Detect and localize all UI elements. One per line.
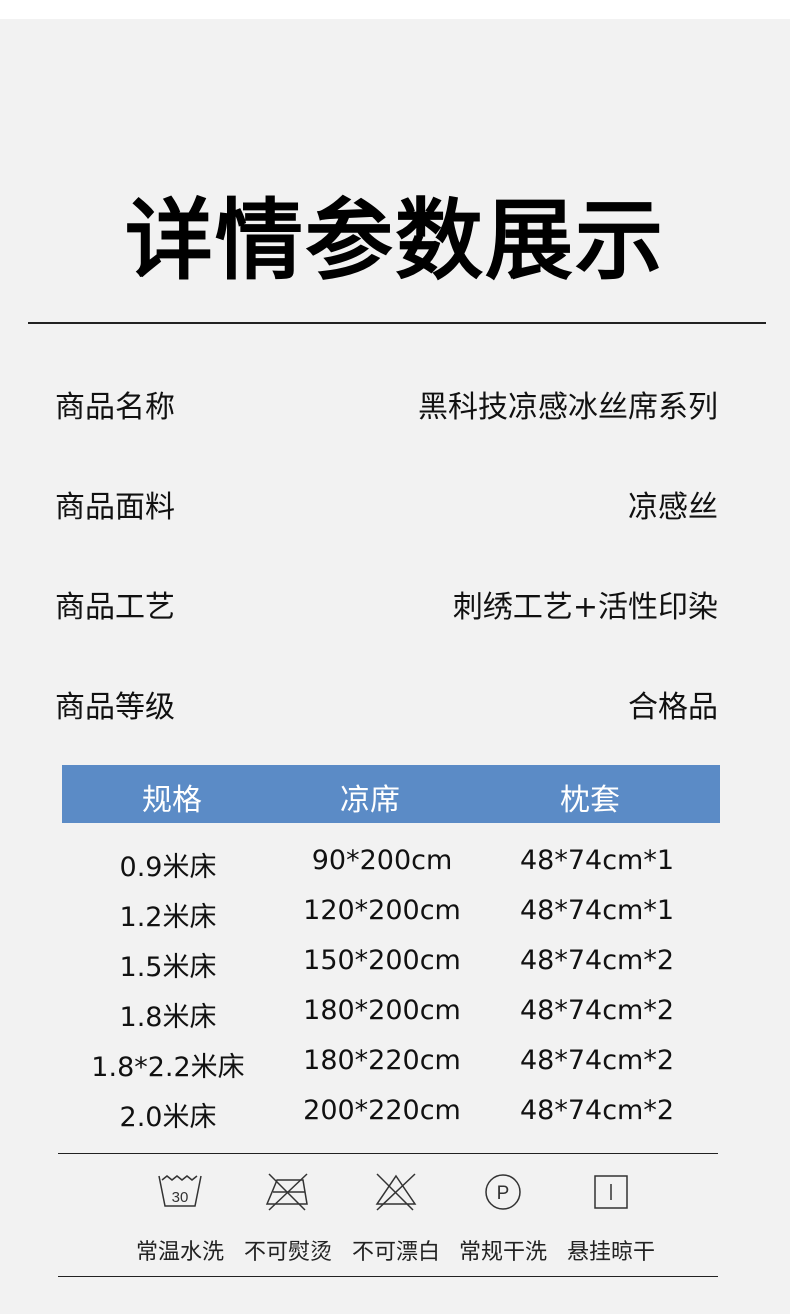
table-cell: 1.8米床 [119,1002,217,1033]
header-cell: 枕套 [560,783,620,818]
divider [58,1276,718,1277]
care-item: 悬挂晾干 [561,1172,661,1266]
dry-clean-p-icon: P [453,1172,553,1212]
table-cell: 150*200cm [303,945,461,976]
care-label: 悬挂晾干 [566,1240,655,1265]
param-value: 凉感丝 [628,490,718,525]
care-item: 30 常温水洗 [130,1172,230,1266]
page-title: 详情参数展示 [124,189,665,292]
svg-text:P: P [497,1183,510,1204]
param-value: 黑科技凉感冰丝席系列 [418,390,718,425]
care-label: 常温水洗 [135,1240,224,1265]
table-cell: 0.9米床 [119,852,217,883]
table-cell: 180*200cm [303,995,461,1026]
svg-text:30: 30 [172,1189,189,1206]
param-label: 商品面料 [55,490,175,525]
param-label: 商品名称 [55,390,175,425]
divider [28,322,766,324]
table-cell: 1.8*2.2米床 [91,1052,245,1083]
care-item: 不可熨烫 [238,1172,338,1266]
table-cell: 200*220cm [303,1095,461,1126]
param-row: 商品工艺 刺绣工艺+活性印染 [55,582,718,626]
param-label: 商品等级 [55,690,175,725]
divider [58,1153,718,1154]
table-cell: 2.0米床 [119,1102,217,1133]
care-label: 常规干洗 [458,1240,547,1265]
param-value: 合格品 [628,690,718,725]
table-header: 规格 凉席 枕套 [62,765,720,823]
table-cell: 48*74cm*2 [519,945,675,976]
care-label: 不可熨烫 [243,1240,332,1265]
param-row: 商品名称 黑科技凉感冰丝席系列 [55,382,718,426]
param-row: 商品面料 凉感丝 [55,482,718,526]
table-cell: 1.5米床 [119,952,217,983]
table-cell: 48*74cm*1 [519,845,675,876]
table-cell: 1.2米床 [119,902,217,933]
hang-dry-icon [561,1172,661,1212]
param-row: 商品等级 合格品 [55,682,718,726]
table-cell: 48*74cm*2 [519,995,675,1026]
table-cell: 180*220cm [303,1045,461,1076]
care-item: P 常规干洗 [453,1172,553,1266]
table-cell: 48*74cm*1 [519,895,675,926]
header-cell: 凉席 [340,783,400,818]
header-cell: 规格 [142,783,202,818]
table-cell: 48*74cm*2 [519,1045,675,1076]
background [0,19,790,1314]
no-iron-icon [238,1172,338,1212]
table-cell: 90*200cm [311,845,453,876]
care-item: 不可漂白 [346,1172,446,1266]
param-label: 商品工艺 [55,590,175,625]
wash-30-icon: 30 [130,1172,230,1212]
table-cell: 48*74cm*2 [519,1095,675,1126]
no-bleach-icon [346,1172,446,1212]
table-cell: 120*200cm [303,895,461,926]
care-label: 不可漂白 [351,1240,440,1265]
param-value: 刺绣工艺+活性印染 [452,590,718,625]
